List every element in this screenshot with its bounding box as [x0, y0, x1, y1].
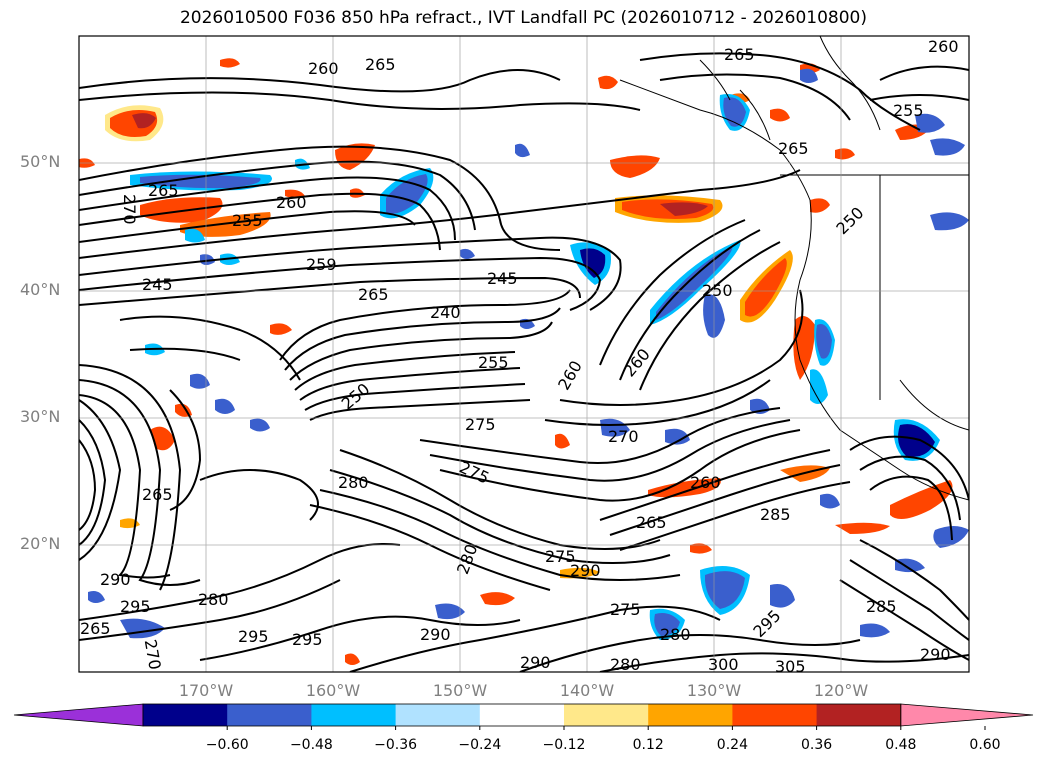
lat-label-50n: 50°N	[20, 152, 61, 171]
contour-label: 280	[610, 655, 641, 674]
contour-label: 290	[100, 570, 131, 589]
colorbar-tick-label: 0.12	[632, 737, 664, 753]
contour-label: 259	[306, 255, 337, 274]
lat-label-40n: 40°N	[20, 280, 61, 299]
contour-label: 245	[142, 275, 173, 294]
graticule	[79, 36, 969, 672]
colorbar-extend-min	[13, 703, 144, 727]
colorbar-tick-label: 0.24	[716, 737, 748, 753]
colorbar-tick-label: −0.48	[289, 737, 333, 753]
lon-label-140w: 140°W	[559, 681, 615, 700]
contour-label: 295	[120, 597, 151, 616]
contour-label: 305	[775, 657, 806, 676]
contour-label: 275	[545, 547, 576, 566]
contour-labels: 260 265 265 260 255 265 270 255 260 265 …	[80, 37, 959, 676]
contour-label: 265	[636, 513, 667, 532]
lon-label-150w: 150°W	[432, 681, 488, 700]
colorbar-tick-label: 0.60	[969, 737, 1001, 753]
contour-label: 265	[358, 285, 389, 304]
colorbar-tick-label: −0.12	[542, 737, 586, 753]
colorbar-segment	[143, 704, 228, 726]
contour-label: 275	[610, 600, 641, 619]
colorbar-segment	[479, 704, 565, 726]
contour-label: 290	[920, 645, 951, 664]
contour-label: 300	[708, 655, 739, 674]
colorbar-segment	[227, 704, 312, 726]
contour-label: 260	[276, 193, 307, 212]
contour-label: 290	[570, 561, 601, 580]
contour-label: 285	[760, 505, 791, 524]
contour-label: 255	[893, 101, 924, 120]
contour-label: 295	[238, 627, 269, 646]
colorbar-tick-label: 0.48	[885, 737, 917, 753]
contour-label: 250	[702, 281, 733, 300]
contour-label: 280	[338, 473, 369, 492]
colorbar-outline	[142, 703, 902, 727]
map-frame	[78, 35, 970, 673]
colorbar-segment	[816, 704, 902, 726]
anomaly-shading	[79, 58, 969, 665]
contour-label: 270	[120, 194, 139, 225]
contour-label: 280	[660, 625, 691, 644]
contour-label: 265	[148, 181, 179, 200]
contour-label: 255	[478, 353, 509, 372]
contour-label: 265	[142, 485, 173, 504]
map-background	[79, 36, 969, 672]
map-title: 2026010500 F036 850 hPa refract., IVT La…	[179, 8, 867, 28]
contour-label: 275	[465, 415, 496, 434]
colorbar-extend-max	[900, 703, 1034, 727]
contour-label: 265	[365, 55, 396, 74]
contour-label: 240	[430, 303, 461, 322]
contour-label: 290	[520, 653, 551, 672]
colorbar-tick-label: −0.36	[374, 737, 418, 753]
lat-label-20n: 20°N	[20, 534, 61, 553]
colorbar-segment	[564, 704, 649, 726]
colorbar-segment	[311, 704, 397, 726]
contour-label: 265	[80, 619, 111, 638]
contour-label: 260	[690, 473, 721, 492]
contour-label: 260	[928, 37, 959, 56]
contour-label: 245	[487, 269, 518, 288]
colorbar-segment	[732, 704, 818, 726]
coastlines	[619, 36, 969, 501]
contour-label: 285	[866, 597, 897, 616]
contour-label: 265	[778, 139, 809, 158]
colorbar-segment	[395, 704, 481, 726]
colorbar-segment	[648, 704, 733, 726]
lat-label-30n: 30°N	[20, 407, 61, 426]
contour-label: 290	[420, 625, 451, 644]
refractivity-contours	[79, 52, 969, 672]
lon-label-120w: 120°W	[813, 681, 869, 700]
contour-label: 280	[198, 590, 229, 609]
lon-label-170w: 170°W	[178, 681, 234, 700]
contour-label: 260	[308, 59, 339, 78]
colorbar	[13, 703, 1034, 730]
colorbar-tick-label: −0.24	[458, 737, 502, 753]
contour-label: 265	[724, 45, 755, 64]
contour-label: 255	[232, 211, 263, 230]
contour-label: 295	[292, 630, 323, 649]
colorbar-tick-label: −0.60	[205, 737, 249, 753]
colorbar-tick-label: 0.36	[801, 737, 833, 753]
lon-label-130w: 130°W	[686, 681, 742, 700]
lon-label-160w: 160°W	[305, 681, 361, 700]
contour-label: 270	[608, 427, 639, 446]
